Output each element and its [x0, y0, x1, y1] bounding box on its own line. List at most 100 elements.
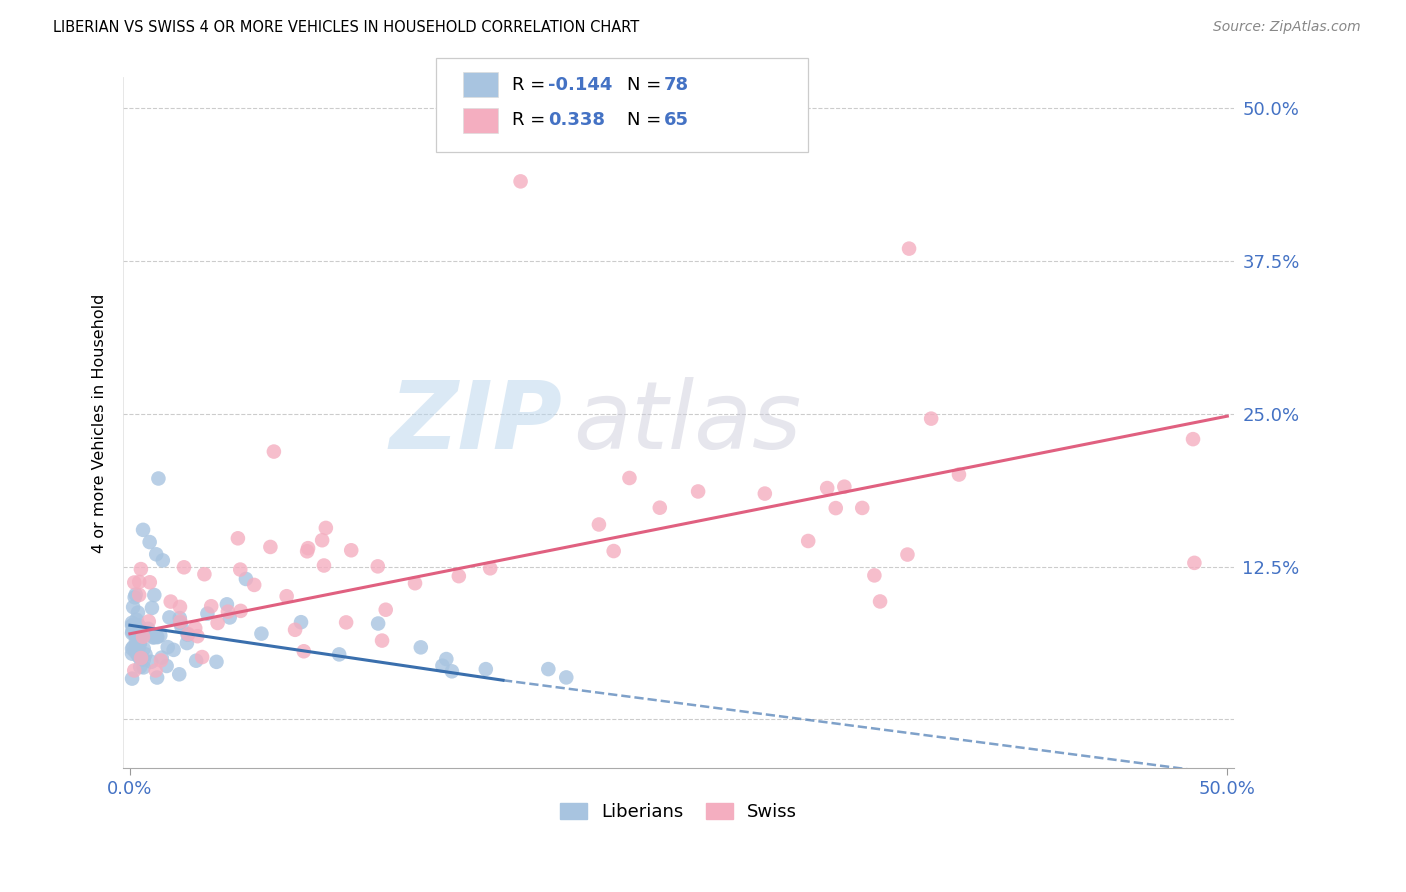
Point	[447, 569, 470, 583]
Point	[125, 613, 148, 627]
Point	[169, 615, 191, 630]
Text: R =: R =	[512, 112, 557, 129]
Point	[128, 637, 150, 651]
Point	[122, 640, 145, 654]
Point	[297, 541, 319, 556]
Point	[1182, 556, 1205, 570]
Point	[128, 588, 150, 602]
Point	[869, 594, 891, 608]
Point	[824, 501, 846, 516]
Point	[555, 670, 578, 684]
Point	[191, 650, 214, 665]
Point	[125, 624, 148, 638]
Point	[129, 628, 152, 642]
Point	[170, 620, 193, 634]
Point	[127, 642, 149, 657]
Point	[896, 548, 918, 562]
Point	[177, 628, 200, 642]
Point	[162, 643, 184, 657]
Point	[367, 616, 389, 631]
Point	[371, 633, 394, 648]
Point	[1182, 432, 1205, 446]
Point	[134, 648, 156, 662]
Point	[121, 672, 143, 686]
Point	[145, 664, 167, 678]
Point	[920, 411, 942, 425]
Point	[121, 624, 143, 639]
Point	[124, 645, 146, 659]
Point	[150, 650, 173, 665]
Point	[169, 615, 191, 629]
Point	[217, 605, 239, 619]
Point	[145, 630, 167, 644]
Point	[311, 533, 333, 548]
Point	[122, 600, 145, 615]
Point	[312, 558, 335, 573]
Point	[184, 621, 207, 635]
Text: LIBERIAN VS SWISS 4 OR MORE VEHICLES IN HOUSEHOLD CORRELATION CHART: LIBERIAN VS SWISS 4 OR MORE VEHICLES IN …	[53, 20, 640, 35]
Point	[602, 544, 624, 558]
Point	[124, 628, 146, 642]
Point	[125, 588, 148, 602]
Text: 0.338: 0.338	[548, 112, 606, 129]
Point	[851, 500, 873, 515]
Point	[121, 618, 143, 632]
Point	[374, 603, 396, 617]
Point	[619, 471, 641, 485]
Point	[173, 560, 195, 574]
Point	[169, 611, 191, 625]
Point	[367, 559, 389, 574]
Point	[479, 561, 502, 575]
Point	[125, 639, 148, 653]
Text: Source: ZipAtlas.com: Source: ZipAtlas.com	[1213, 20, 1361, 34]
Point	[125, 633, 148, 648]
Point	[128, 630, 150, 644]
Point	[142, 631, 165, 645]
Point	[124, 664, 146, 678]
Point	[250, 626, 273, 640]
Point	[121, 618, 143, 632]
Point	[328, 648, 350, 662]
Point	[404, 576, 426, 591]
Text: N =: N =	[627, 112, 666, 129]
Point	[432, 658, 454, 673]
Point	[186, 654, 208, 668]
Point	[127, 606, 149, 620]
Point	[141, 655, 163, 669]
Point	[815, 481, 838, 495]
Point	[138, 615, 160, 629]
Text: 78: 78	[664, 76, 689, 94]
Point	[139, 575, 162, 590]
Point	[218, 610, 240, 624]
Point	[129, 651, 152, 665]
Point	[177, 627, 200, 641]
Point	[863, 568, 886, 582]
Point	[125, 619, 148, 633]
Text: ZIP: ZIP	[389, 376, 562, 469]
Point	[127, 644, 149, 658]
Point	[136, 622, 159, 636]
Point	[475, 662, 498, 676]
Point	[440, 665, 463, 679]
Point	[121, 647, 143, 661]
Point	[145, 547, 167, 561]
Point	[434, 652, 457, 666]
Point	[138, 535, 160, 549]
Point	[141, 601, 163, 615]
Point	[205, 655, 228, 669]
Point	[292, 644, 315, 658]
Point	[129, 630, 152, 644]
Point	[754, 486, 776, 500]
Point	[143, 588, 166, 602]
Point	[834, 480, 856, 494]
Point	[315, 521, 337, 535]
Text: N =: N =	[627, 76, 666, 94]
Point	[157, 610, 180, 624]
Point	[152, 553, 174, 567]
Point	[127, 649, 149, 664]
Point	[290, 615, 312, 630]
Point	[129, 635, 152, 649]
Point	[263, 444, 285, 458]
Point	[128, 574, 150, 589]
Point	[197, 607, 219, 621]
